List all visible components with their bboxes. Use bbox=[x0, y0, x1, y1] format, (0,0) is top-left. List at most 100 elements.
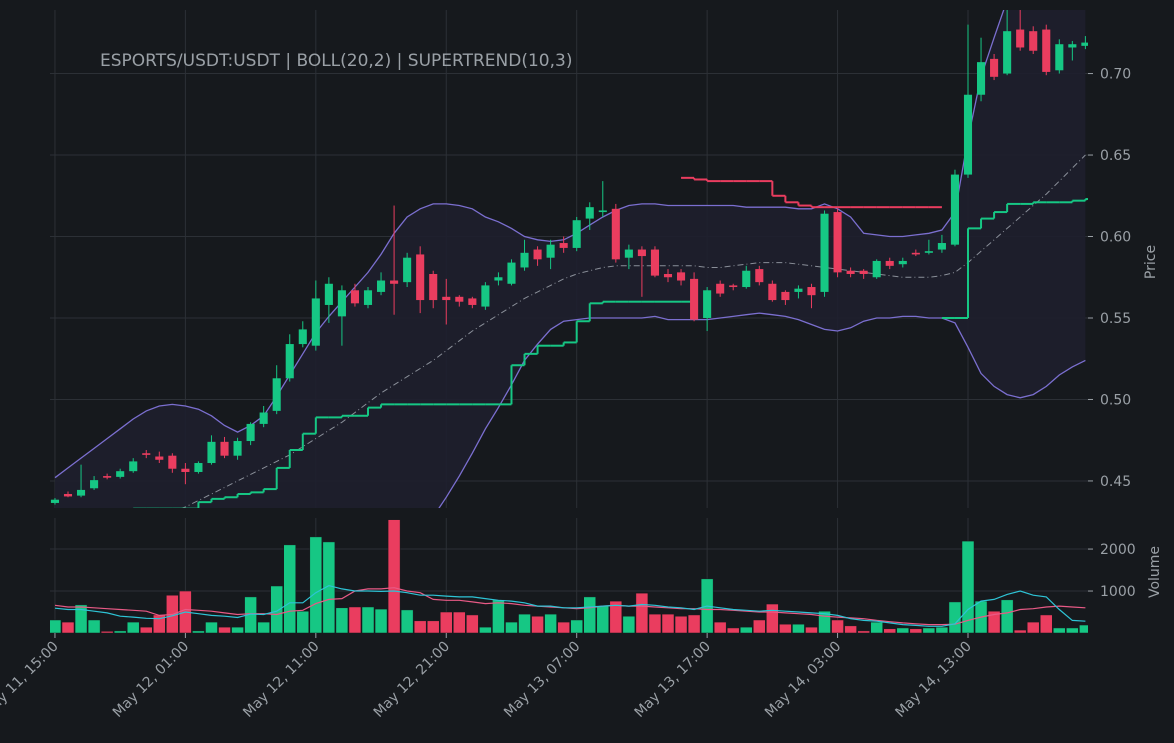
volume-bar bbox=[609, 600, 623, 633]
volume-bar bbox=[387, 519, 401, 633]
candle-body bbox=[207, 441, 216, 464]
volume-bar bbox=[844, 625, 857, 633]
x-tick-label: May 11, 15:00 bbox=[0, 639, 62, 721]
candle-body bbox=[742, 270, 751, 288]
candle-body bbox=[950, 174, 959, 245]
candle-body bbox=[298, 329, 307, 345]
candle-body bbox=[116, 471, 125, 477]
candle-body bbox=[220, 441, 229, 456]
volume-bar bbox=[140, 626, 153, 633]
volume-bar bbox=[792, 623, 805, 633]
volume-bar bbox=[870, 621, 883, 633]
volume-bar bbox=[648, 613, 662, 633]
volume-ma bbox=[54, 587, 1086, 626]
x-tick-label: May 12, 11:00 bbox=[240, 639, 322, 721]
chart-title: ESPORTS/USDT:USDT | BOLL(20,2) | SUPERTR… bbox=[100, 51, 572, 71]
volume-bar bbox=[61, 621, 75, 633]
volume-bar bbox=[1026, 621, 1040, 633]
volume-bar bbox=[740, 626, 753, 633]
volume-bar bbox=[126, 621, 140, 633]
volume-bar bbox=[50, 619, 62, 633]
volume-bar bbox=[726, 627, 740, 633]
volume-bar bbox=[713, 621, 727, 633]
volume-bar bbox=[557, 621, 570, 633]
y-tick-label: 0.60 bbox=[1100, 230, 1131, 246]
candle-body bbox=[807, 287, 816, 296]
volume-bar bbox=[283, 544, 296, 633]
candle-body bbox=[598, 210, 607, 213]
candle-body bbox=[442, 296, 451, 301]
x-tick-label: May 14, 13:00 bbox=[892, 639, 974, 721]
candle-body bbox=[1068, 44, 1077, 48]
candle-body bbox=[507, 262, 516, 284]
candle-body bbox=[311, 298, 320, 346]
candle-body bbox=[324, 283, 333, 305]
bollinger-upper bbox=[54, 10, 1005, 479]
volume-bar bbox=[479, 626, 492, 633]
volume-bar bbox=[948, 601, 962, 633]
y-tick-label: 0.45 bbox=[1100, 474, 1131, 490]
y-tick-label: 0.70 bbox=[1100, 67, 1131, 83]
x-tick-label: May 13, 17:00 bbox=[632, 639, 714, 721]
volume-bar bbox=[192, 630, 205, 633]
x-tick-label: May 13, 07:00 bbox=[501, 639, 583, 721]
volume-tick-label: 2000 bbox=[1100, 542, 1136, 558]
x-tick-label: May 12, 01:00 bbox=[110, 639, 192, 721]
candle-body bbox=[103, 476, 112, 478]
volume-bar bbox=[987, 610, 1001, 633]
candle-body bbox=[63, 493, 73, 497]
volume-bar bbox=[531, 615, 544, 633]
candle-body bbox=[194, 463, 203, 472]
candle-body bbox=[859, 270, 868, 274]
candle-body bbox=[781, 291, 790, 301]
candle-body bbox=[403, 257, 412, 283]
candle-body bbox=[390, 280, 399, 284]
volume-bar bbox=[400, 609, 414, 633]
volume-bar bbox=[270, 585, 283, 633]
volume-bar bbox=[113, 630, 127, 633]
candle-body bbox=[90, 480, 99, 489]
volume-bar bbox=[687, 614, 701, 633]
volume-tick-label: 1000 bbox=[1100, 584, 1136, 600]
candle-body bbox=[468, 298, 477, 305]
candle-body bbox=[794, 288, 803, 292]
candle-body bbox=[129, 461, 138, 472]
candle-body bbox=[533, 249, 542, 260]
candle-body bbox=[1003, 31, 1012, 74]
candle-body bbox=[416, 254, 425, 301]
candle-body bbox=[663, 273, 673, 278]
candle-body bbox=[50, 499, 59, 503]
volume-bar bbox=[909, 628, 923, 633]
candle-body bbox=[963, 94, 973, 175]
volume-bar bbox=[805, 626, 818, 633]
bollinger-fill bbox=[54, 10, 1086, 508]
bollinger-middle bbox=[181, 154, 1086, 508]
candle-body bbox=[142, 453, 151, 455]
volume-bar bbox=[100, 631, 114, 633]
candle-body bbox=[716, 283, 725, 294]
candle-body bbox=[429, 273, 438, 301]
volume-bar bbox=[1013, 629, 1027, 633]
candle-body bbox=[77, 489, 86, 496]
candle-body bbox=[650, 249, 659, 276]
candle-body bbox=[937, 243, 946, 250]
candle-body bbox=[546, 244, 555, 258]
volume-bar bbox=[1000, 599, 1014, 633]
candle-body bbox=[233, 441, 242, 456]
volume-bar bbox=[426, 620, 440, 633]
volume-plot bbox=[50, 519, 1088, 633]
volume-bar bbox=[831, 619, 844, 633]
candle-body bbox=[624, 249, 633, 258]
volume-bar bbox=[583, 596, 596, 633]
volume-bar bbox=[935, 626, 949, 633]
candle-body bbox=[337, 290, 346, 317]
candle-body bbox=[377, 280, 386, 292]
volume-bar bbox=[570, 619, 583, 633]
volume-bar bbox=[505, 621, 518, 633]
candle-body bbox=[820, 213, 829, 292]
candle-body bbox=[637, 249, 646, 257]
candle-body bbox=[833, 212, 842, 273]
candle-body bbox=[155, 456, 164, 460]
y-tick-label: 0.50 bbox=[1100, 392, 1131, 408]
